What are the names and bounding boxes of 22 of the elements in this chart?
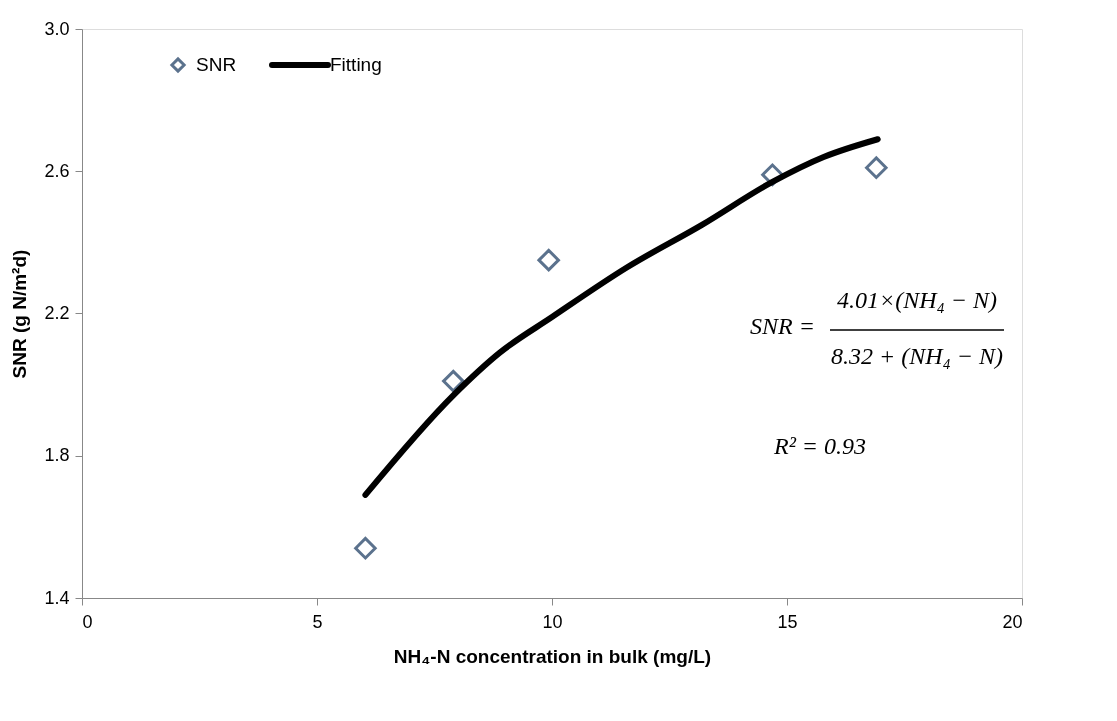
annotation: SNR =	[750, 313, 815, 339]
x-tick-label: 20	[1002, 611, 1023, 632]
x-tick-label: 5	[312, 611, 323, 632]
y-tick-label: 1.8	[44, 445, 70, 466]
point	[537, 248, 560, 272]
point	[865, 156, 888, 179]
y-tick-label: 3.0	[44, 18, 70, 39]
x-tick-label: 0	[82, 611, 93, 632]
y-tick-label: 1.4	[44, 587, 70, 608]
legend-label: SNR	[196, 54, 237, 75]
legend-label: Fitting	[330, 54, 382, 75]
x-axis-title: NH₄-N concentration in bulk (mg/L)	[393, 645, 712, 667]
y-tick-label: 2.2	[44, 303, 70, 323]
point	[442, 369, 465, 393]
point	[354, 536, 377, 560]
y-tick-label: 2.6	[44, 160, 70, 181]
annotation: R² = 0.93	[773, 433, 867, 459]
annotation: 8.32 + (NH₄ − N)	[830, 343, 1004, 369]
annotation: 4.01×(NH₄ − N)	[836, 287, 998, 313]
x-tick-label: 15	[777, 611, 798, 632]
x-tick-label: 10	[542, 611, 563, 632]
y-axis-title: SNR (g N/m²d)	[9, 249, 31, 379]
